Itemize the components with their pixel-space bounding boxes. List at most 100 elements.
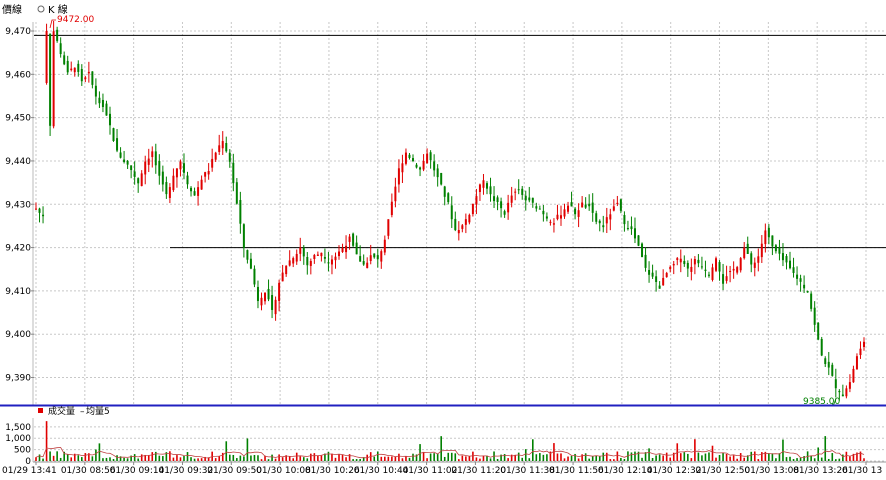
- volume-bar: [486, 455, 488, 461]
- candle-body: [42, 214, 45, 217]
- candle-body: [707, 274, 710, 276]
- volume-bar: [581, 454, 583, 461]
- candle-body: [471, 203, 474, 215]
- volume-bar: [750, 451, 753, 461]
- volume-bar: [56, 451, 58, 461]
- candle-body: [45, 31, 48, 83]
- candle-body: [91, 71, 94, 85]
- tab-candlestick[interactable]: K 線: [48, 3, 68, 16]
- candle-body: [796, 274, 799, 279]
- candle-body: [376, 255, 379, 260]
- volume-bar: [637, 451, 640, 461]
- volume-bar: [176, 455, 178, 461]
- candle-body: [77, 63, 80, 72]
- volume-bar: [690, 458, 693, 461]
- candle-body: [158, 161, 161, 176]
- volume-bar: [341, 455, 344, 461]
- candle-body: [623, 215, 626, 225]
- candle-body: [433, 161, 436, 171]
- volume-bar: [348, 454, 351, 461]
- volume-bar: [151, 452, 154, 461]
- volume-bar: [419, 444, 421, 461]
- candle-body: [123, 159, 126, 162]
- volume-bar: [835, 459, 837, 461]
- volume-legend-label: 成交量: [48, 405, 75, 417]
- candle-body: [813, 307, 816, 325]
- low-label: 9385.00: [803, 397, 840, 407]
- volume-bar: [320, 455, 323, 461]
- time-tick-label: 01/30 12:14: [598, 466, 653, 476]
- volume-bar: [260, 459, 263, 461]
- candle-body: [507, 202, 510, 213]
- volume-bar: [384, 456, 386, 461]
- volume-bar: [91, 456, 94, 461]
- volume-bar: [302, 457, 305, 461]
- price-tick-label: 9,430: [5, 200, 31, 210]
- candle-body: [316, 254, 319, 256]
- volume-bar: [595, 455, 598, 461]
- candle-body: [70, 68, 73, 71]
- candle-body: [524, 195, 527, 201]
- candle-body: [676, 258, 679, 260]
- price-tick-label: 9,410: [5, 287, 31, 297]
- volume-bar: [708, 452, 710, 461]
- volume-bar: [722, 453, 724, 461]
- price-tick-labels: 9,470 9,460 9,450 9,440 9,430 9,420 9,410 9,400…: [5, 27, 34, 384]
- candle-body: [330, 259, 333, 265]
- candle-body: [686, 262, 689, 269]
- volume-bar: [317, 455, 319, 461]
- radio-icon[interactable]: [37, 5, 45, 13]
- volume-bar: [479, 458, 481, 461]
- volume-bar: [827, 458, 830, 461]
- volume-bar: [239, 455, 242, 461]
- candle-body: [144, 161, 147, 175]
- candle-body: [838, 390, 841, 393]
- time-tick-label: 01/30 10:08: [256, 466, 311, 476]
- candle-body: [633, 228, 636, 239]
- candle-body: [426, 153, 429, 164]
- volume-grid: [32, 418, 884, 462]
- candlesticks: [35, 20, 865, 401]
- candle-body: [781, 253, 784, 261]
- tab-price-line[interactable]: 價線: [2, 3, 22, 16]
- volume-bar: [394, 456, 397, 461]
- candle-body: [588, 203, 591, 207]
- candle-body: [743, 247, 746, 259]
- volume-bar: [102, 458, 104, 461]
- volume-bar: [542, 454, 545, 461]
- volume-bar: [507, 458, 509, 461]
- candle-body: [369, 255, 372, 261]
- candle-body: [327, 262, 330, 264]
- candle-body: [235, 182, 238, 204]
- volume-bar: [694, 439, 696, 461]
- volume-bar: [732, 455, 735, 461]
- candle-body: [739, 258, 742, 271]
- candle-body: [468, 214, 471, 223]
- candle-body: [394, 186, 397, 202]
- candle-body: [827, 361, 830, 368]
- candle-body: [221, 141, 224, 149]
- candle-body: [225, 142, 228, 152]
- volume-bar: [387, 456, 390, 461]
- volume-tick-label: 0: [25, 457, 31, 467]
- volume-bar: [598, 456, 601, 461]
- volume-bar: [429, 453, 432, 461]
- volume-bar: [109, 457, 111, 461]
- volume-bar: [849, 456, 851, 461]
- candle-body: [66, 60, 69, 73]
- volume-bar: [373, 456, 376, 461]
- volume-bar: [281, 457, 284, 461]
- volume-bar: [327, 451, 330, 461]
- candle-body: [517, 189, 520, 191]
- candle-body: [549, 221, 552, 223]
- volume-bar: [521, 457, 524, 461]
- volume-bar: [59, 457, 62, 461]
- volume-bar: [465, 456, 467, 461]
- candle-body: [359, 256, 362, 262]
- candle-body: [651, 272, 654, 277]
- price-tick-label: 9,390: [5, 374, 31, 384]
- volume-bar: [665, 452, 668, 461]
- volume-bar: [764, 451, 767, 461]
- candle-body: [105, 103, 108, 116]
